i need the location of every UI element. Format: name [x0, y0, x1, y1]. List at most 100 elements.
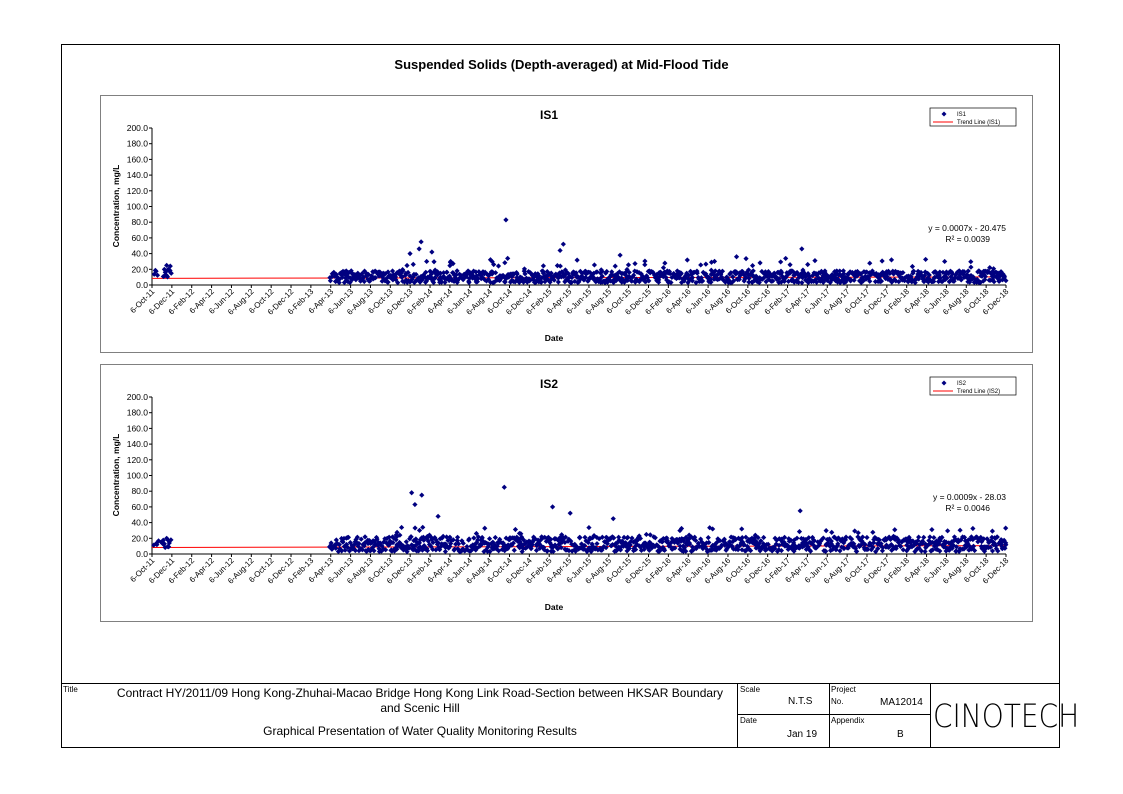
data-point — [406, 545, 412, 551]
data-point — [922, 269, 928, 275]
data-point — [684, 542, 690, 548]
data-point — [536, 539, 542, 545]
data-point — [715, 276, 721, 283]
chart-is2: IS2 0.0 20.0 40.0 60.0 80.0 100.0 120.0 140.0 160… — [111, 376, 1017, 612]
data-point — [582, 542, 588, 549]
data-point — [747, 536, 754, 543]
data-point — [805, 261, 811, 268]
data-point — [662, 547, 668, 553]
data-point — [696, 276, 702, 282]
data-point — [544, 269, 550, 275]
data-point — [569, 541, 575, 547]
data-point-notable — [942, 258, 948, 265]
data-point — [512, 526, 519, 533]
data-point — [669, 535, 675, 542]
data-point — [953, 544, 960, 550]
data-point — [754, 279, 760, 285]
data-point — [845, 545, 851, 551]
data-point — [420, 524, 426, 530]
data-point — [776, 542, 782, 548]
data-point — [761, 534, 767, 541]
data-point — [636, 279, 642, 285]
data-point — [605, 277, 611, 284]
data-point — [907, 537, 913, 543]
data-point — [343, 541, 350, 548]
data-point — [687, 541, 693, 547]
y-tick-label: 180.0 — [127, 408, 149, 418]
data-point — [953, 272, 959, 278]
data-point — [642, 258, 648, 264]
data-point — [586, 524, 592, 531]
legend-label: IS1 — [957, 112, 967, 118]
data-point — [757, 548, 763, 554]
data-point — [730, 274, 736, 280]
data-point-notable — [1003, 525, 1009, 531]
data-point — [743, 534, 749, 540]
data-point — [413, 539, 420, 545]
data-point — [584, 548, 590, 555]
data-point — [336, 542, 342, 548]
data-point — [535, 271, 541, 277]
data-point — [485, 276, 491, 282]
data-point — [717, 538, 723, 544]
y-tick-label: 200.0 — [127, 392, 149, 402]
data-point-notable — [610, 516, 616, 522]
data-point — [586, 276, 592, 282]
data-point — [422, 274, 428, 280]
data-point — [807, 548, 814, 554]
data-point — [690, 547, 696, 553]
appendix-label: Appendix — [831, 716, 865, 725]
data-point — [604, 540, 610, 547]
data-point — [805, 270, 811, 277]
data-point — [735, 547, 741, 553]
data-point-notable — [503, 217, 509, 223]
data-point — [431, 259, 437, 265]
data-point — [393, 271, 399, 277]
data-point — [563, 277, 569, 283]
data-point — [674, 271, 680, 277]
data-point — [926, 541, 933, 547]
data-point — [855, 534, 861, 540]
data-point — [927, 277, 933, 283]
data-point — [707, 525, 713, 531]
data-point — [404, 262, 410, 269]
data-point — [347, 275, 353, 281]
data-point — [764, 273, 770, 280]
data-point — [982, 277, 988, 283]
data-point — [455, 546, 461, 552]
data-point — [812, 277, 818, 283]
r-squared: R² = 0.0046 — [945, 503, 990, 513]
data-point — [656, 279, 662, 285]
data-point — [328, 540, 334, 546]
data-point — [542, 279, 548, 285]
data-point — [398, 524, 405, 531]
data-point — [599, 273, 605, 279]
data-point — [799, 280, 805, 286]
data-point-notable — [419, 492, 425, 498]
data-point — [412, 525, 418, 531]
data-point — [365, 271, 372, 278]
data-point — [765, 541, 771, 548]
data-point — [761, 271, 767, 277]
data-point — [937, 269, 943, 275]
date-value: Jan 19 — [787, 729, 818, 740]
data-point — [333, 271, 339, 278]
data-point — [562, 267, 569, 273]
data-point — [455, 541, 462, 547]
data-point-notable — [560, 241, 566, 247]
data-point — [642, 262, 648, 268]
data-point — [819, 537, 825, 543]
data-point — [933, 540, 939, 546]
data-point — [580, 274, 586, 280]
data-point — [629, 535, 635, 541]
data-point — [693, 280, 699, 286]
data-point — [743, 256, 749, 262]
y-tick-label: 0.0 — [136, 280, 148, 290]
data-point — [834, 536, 840, 542]
data-point — [879, 258, 885, 264]
data-point — [586, 536, 593, 542]
r-squared: R² = 0.0039 — [945, 234, 990, 244]
data-point — [930, 547, 936, 553]
data-point — [481, 548, 487, 555]
data-point — [487, 257, 494, 263]
